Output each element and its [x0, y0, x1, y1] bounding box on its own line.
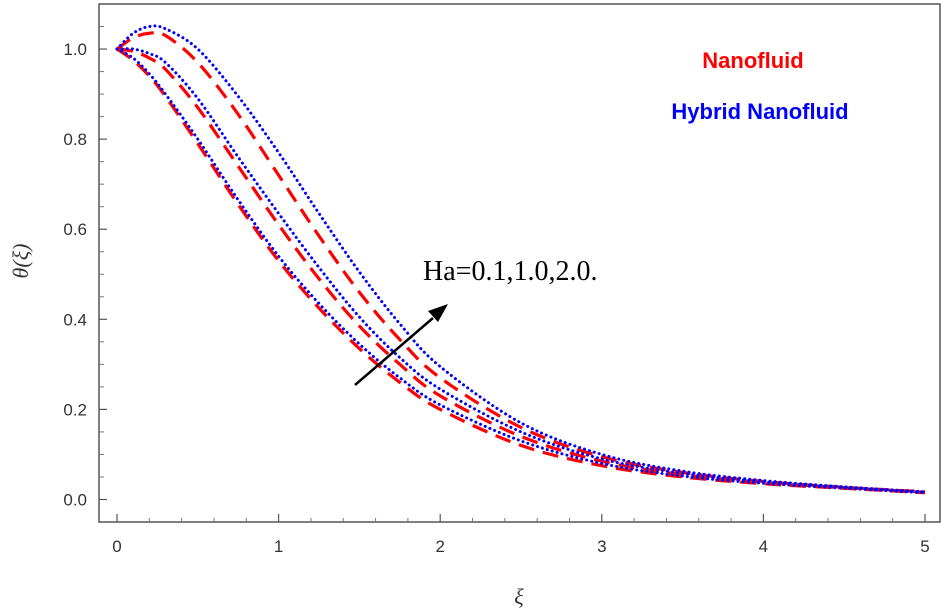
x-tick-label: 1 [274, 537, 283, 556]
nanofluid-series-line-1 [116, 47, 926, 494]
annotation-arrow-icon [354, 304, 448, 386]
hybrid-nanofluid-series-line-5 [115, 24, 927, 494]
nanofluid-series-line-2 [116, 30, 926, 494]
y-tick-label: 0.6 [63, 220, 87, 239]
x-tick-label: 3 [597, 537, 606, 556]
y-tick-label: 0.8 [63, 130, 87, 149]
hybrid-nanofluid-series-line-4 [115, 47, 927, 494]
x-tick-label: 0 [112, 537, 121, 556]
y-tick-label: 0.0 [63, 490, 87, 509]
x-tick-label: 5 [920, 537, 929, 556]
hybrid-nanofluid-series-line-3 [115, 47, 927, 495]
series-layer [115, 24, 927, 495]
x-tick-label: 2 [435, 537, 444, 556]
y-tick-label: 1.0 [63, 40, 87, 59]
axis-ticks: 0 1 2 3 4 5 0.0 0.2 0.4 0.6 0.8 1.0 [63, 26, 930, 556]
y-axis-title: θ(ξ) [8, 244, 33, 279]
annotation-ha-values: Ha=0.1,1.0,2.0. [423, 256, 597, 287]
legend-hybrid-nanofluid: Hybrid Nanofluid [671, 99, 848, 124]
x-axis-title: ξ [514, 584, 524, 609]
y-tick-label: 0.2 [63, 400, 87, 419]
y-tick-label: 0.4 [63, 310, 87, 329]
x-tick-label: 4 [759, 537, 768, 556]
legend-nanofluid: Nanofluid [702, 48, 803, 73]
plot-frame [98, 3, 941, 523]
